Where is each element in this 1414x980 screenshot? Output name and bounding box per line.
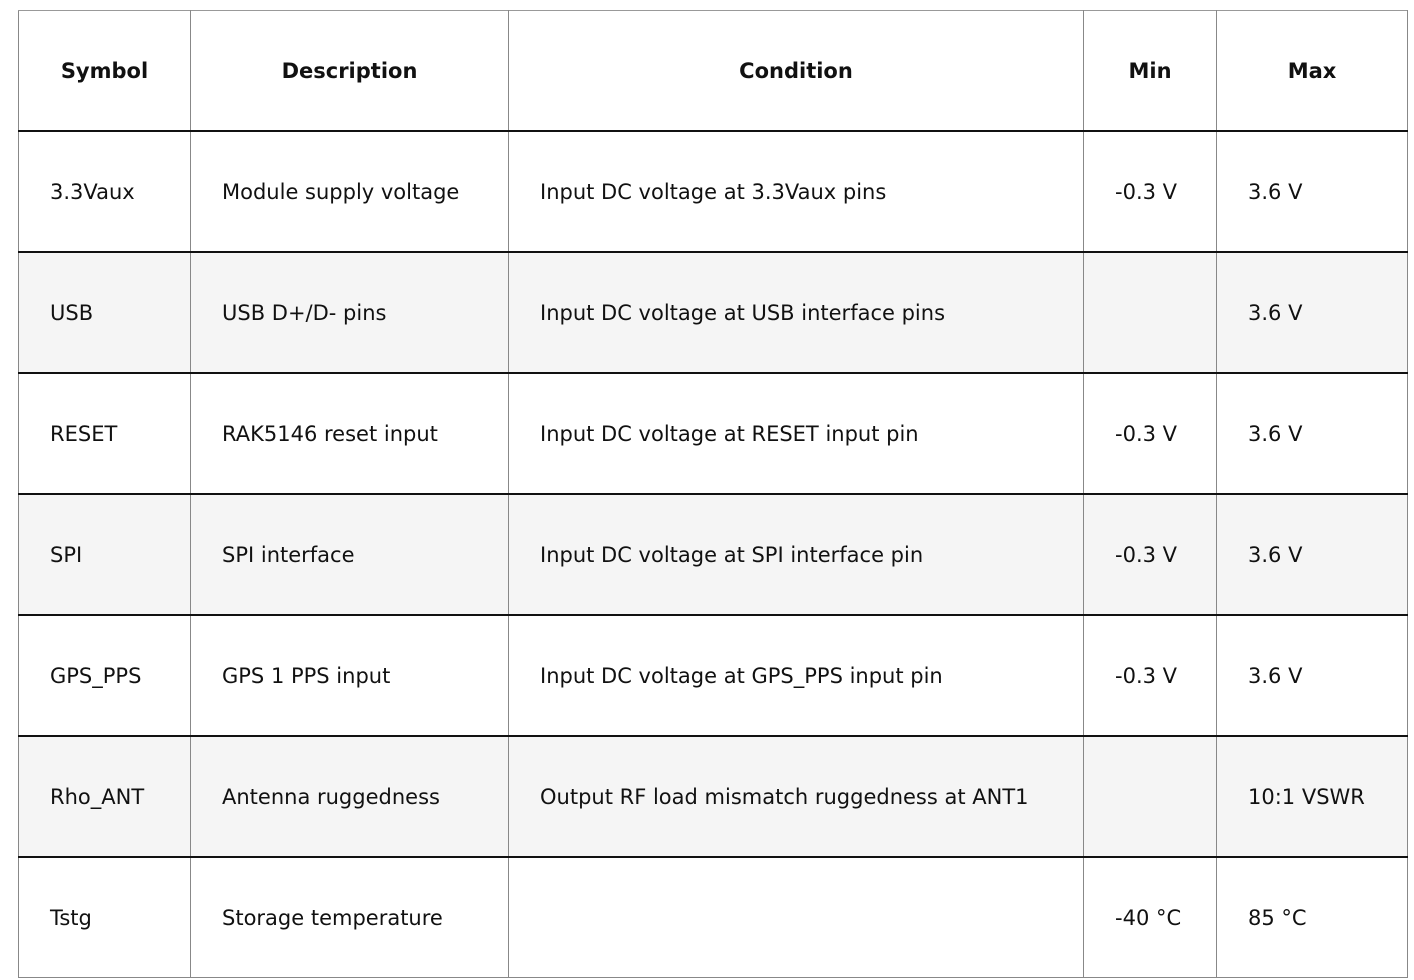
cell-max: 85 °C [1216, 857, 1408, 978]
cell-description: SPI interface [190, 494, 509, 616]
cell-condition: Output RF load mismatch ruggedness at AN… [508, 736, 1084, 858]
cell-max: 10:1 VSWR [1216, 736, 1408, 858]
cell-symbol: 3.3Vaux [18, 131, 191, 253]
table-row: RESET RAK5146 reset input Input DC voltage… [18, 373, 1408, 495]
cell-max: 3.6 V [1216, 131, 1408, 253]
cell-description: Antenna ruggedness [190, 736, 509, 858]
header-condition: Condition [508, 10, 1084, 132]
cell-min: -0.3 V [1083, 131, 1217, 253]
cell-condition [508, 857, 1084, 978]
cell-max: 3.6 V [1216, 373, 1408, 495]
cell-description: USB D+/D- pins [190, 252, 509, 374]
cell-min [1083, 736, 1217, 858]
table-row: Tstg Storage temperature -40 °C 85 °C [18, 857, 1408, 978]
header-min: Min [1083, 10, 1217, 132]
cell-symbol: USB [18, 252, 191, 374]
cell-condition: Input DC voltage at 3.3Vaux pins [508, 131, 1084, 253]
cell-min: -0.3 V [1083, 494, 1217, 616]
cell-min [1083, 252, 1217, 374]
absolute-ratings-table: Symbol Description Condition Min Max 3.3… [18, 10, 1408, 978]
cell-condition: Input DC voltage at SPI interface pin [508, 494, 1084, 616]
cell-symbol: Rho_ANT [18, 736, 191, 858]
cell-min: -40 °C [1083, 857, 1217, 978]
cell-condition: Input DC voltage at GPS_PPS input pin [508, 615, 1084, 737]
header-description: Description [190, 10, 509, 132]
cell-description: Module supply voltage [190, 131, 509, 253]
table-row: GPS_PPS GPS 1 PPS input Input DC voltage a… [18, 615, 1408, 737]
cell-max: 3.6 V [1216, 494, 1408, 616]
cell-description: RAK5146 reset input [190, 373, 509, 495]
cell-description: Storage temperature [190, 857, 509, 978]
cell-symbol: SPI [18, 494, 191, 616]
cell-description: GPS 1 PPS input [190, 615, 509, 737]
cell-max: 3.6 V [1216, 252, 1408, 374]
header-max: Max [1216, 10, 1408, 132]
cell-max: 3.6 V [1216, 615, 1408, 737]
cell-condition: Input DC voltage at RESET input pin [508, 373, 1084, 495]
table-row: USB USB D+/D- pins Input DC voltage at USB… [18, 252, 1408, 374]
cell-min: -0.3 V [1083, 373, 1217, 495]
header-row: Symbol Description Condition Min Max [18, 10, 1408, 132]
cell-condition: Input DC voltage at USB interface pins [508, 252, 1084, 374]
table-row: Rho_ANT Antenna ruggedness Output RF load … [18, 736, 1408, 858]
cell-min: -0.3 V [1083, 615, 1217, 737]
cell-symbol: Tstg [18, 857, 191, 978]
table-row: 3.3Vaux Module supply voltage Input DC vol… [18, 131, 1408, 253]
cell-symbol: GPS_PPS [18, 615, 191, 737]
table-row: SPI SPI interface Input DC voltage at SPI … [18, 494, 1408, 616]
cell-symbol: RESET [18, 373, 191, 495]
header-symbol: Symbol [18, 10, 191, 132]
